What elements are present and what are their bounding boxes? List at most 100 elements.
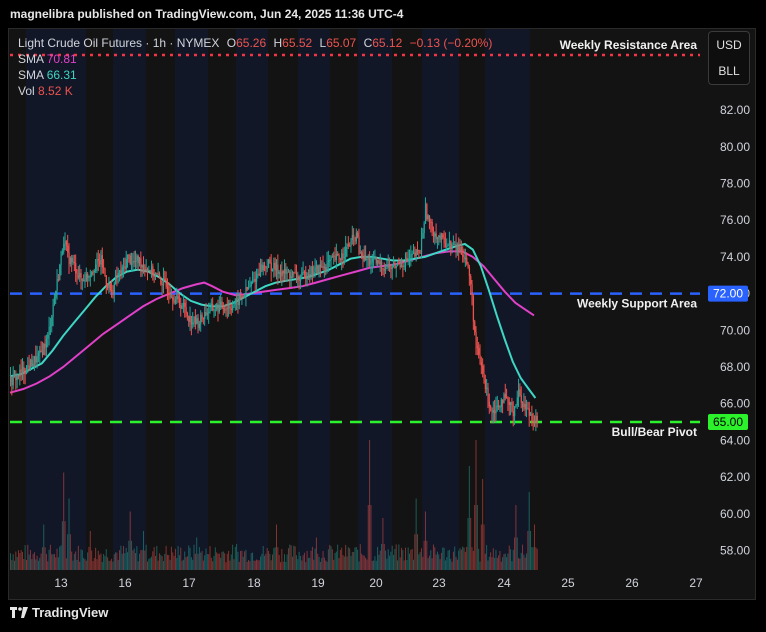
volume-bar [377,546,379,570]
candle-body [492,410,494,413]
volume-bar [10,553,11,570]
sma-slow-label: SMA [18,52,44,66]
volume-bar [161,556,163,570]
candle-body [503,394,505,404]
candle-body [245,287,247,296]
volume-bar [389,555,391,570]
volume-bar [43,524,45,570]
candle-body [530,413,532,416]
volume-bar [394,548,396,570]
candle-body [472,296,475,322]
volume-bar [354,547,356,570]
volume-bar [165,545,167,570]
time-tick-label: 23 [432,576,446,590]
candle-body [85,274,88,282]
candle-body [507,398,509,402]
volume-bar [494,557,496,570]
volume-bar [297,559,299,570]
volume-bar [299,555,301,570]
unit-selector[interactable]: USD BLL [708,31,750,85]
volume-bar [71,551,73,570]
sma-fast-line [9,242,537,399]
candle-body [386,267,388,269]
candle-body [483,373,485,380]
candle-body [410,254,412,258]
candle-body [201,314,203,319]
candle-body [450,240,452,250]
candle-body [141,264,143,268]
volume-bar [131,540,133,570]
candle-body [423,223,425,234]
volume-bar [366,559,368,570]
volume-bar [484,553,486,570]
volume-bar [507,553,509,570]
volume-bar [21,552,23,570]
candle-body [439,235,441,240]
candle-body [104,268,106,276]
volume-bar [363,555,365,570]
volume-bar [318,556,320,570]
volume-bar [206,554,208,570]
close-label: C [363,36,373,50]
candle-body [314,267,316,273]
volume-bar [157,560,159,570]
change-value: −0.13 (−0.20%) [409,36,493,50]
volume-bar [475,440,477,570]
volume-bar [281,549,283,570]
candle-body [224,308,226,311]
volume-bar [358,561,360,570]
volume-bar [45,554,47,570]
candle-body [230,308,232,310]
candle-body [350,240,352,246]
volume-bar [327,549,329,570]
candle-body [511,402,513,412]
volume-bar [342,555,344,570]
volume-bar [17,550,19,570]
candle-body [426,204,428,220]
volume-bar [467,518,469,570]
candle-body [355,232,357,242]
candle-body [353,234,355,237]
candle-body [428,215,431,222]
volume-bar [113,554,115,570]
volume-bar [294,546,296,570]
candle-body [220,301,222,305]
candle-body [256,274,258,282]
candle-body [166,286,169,293]
candle-body [403,265,405,267]
tradingview-brand[interactable]: TradingView [10,605,108,620]
candle-body [391,265,393,270]
candle-body [310,266,312,276]
candle-body [181,305,183,309]
candle-body [373,257,375,259]
candle-body [57,279,60,281]
candle-body [526,408,528,410]
volume-bar [395,544,397,570]
candle-body [358,237,360,253]
candle-body [204,311,206,319]
time-tick-label: 13 [54,576,68,590]
candle-body [238,295,240,306]
candle-body [394,262,396,269]
candle-body [197,318,199,328]
candle-body [87,274,89,278]
volume-bar [508,545,510,570]
candle-body [232,306,234,310]
volume-bar [470,518,472,570]
volume-bar [337,544,339,570]
volume-bar [234,546,236,570]
candle-body [499,406,501,408]
candle-body [250,281,252,286]
volume-bar [169,559,171,570]
currency-label[interactable]: USD [716,38,742,52]
sma-fast-value: 66.31 [46,68,77,82]
unit-label[interactable]: BLL [718,64,740,78]
candle-body [422,233,424,238]
volume-bar [472,550,474,570]
candle-body [490,406,492,408]
volume-bar [245,549,247,570]
candles [10,197,538,432]
candle-body [365,255,367,261]
volume-bar [173,555,175,570]
